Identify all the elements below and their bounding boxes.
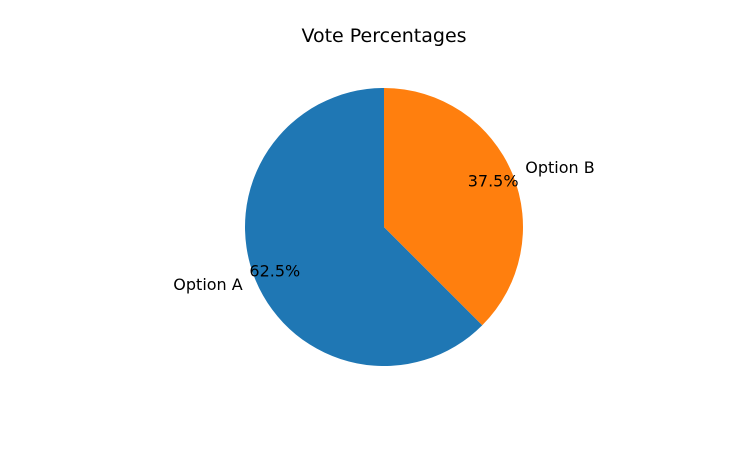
pie-slices xyxy=(245,88,523,366)
pct-label-option-b: 37.5% xyxy=(468,171,519,190)
pie-labels: Option A 62.5% Option B 37.5% xyxy=(173,158,594,294)
chart-title: Vote Percentages xyxy=(301,25,466,47)
pie-slice-option-b xyxy=(384,88,523,326)
slice-label-option-a: Option A xyxy=(173,275,242,294)
pct-label-option-a: 62.5% xyxy=(249,262,300,281)
slice-label-option-b: Option B xyxy=(525,158,594,177)
pie-slice-option-a xyxy=(245,88,483,366)
